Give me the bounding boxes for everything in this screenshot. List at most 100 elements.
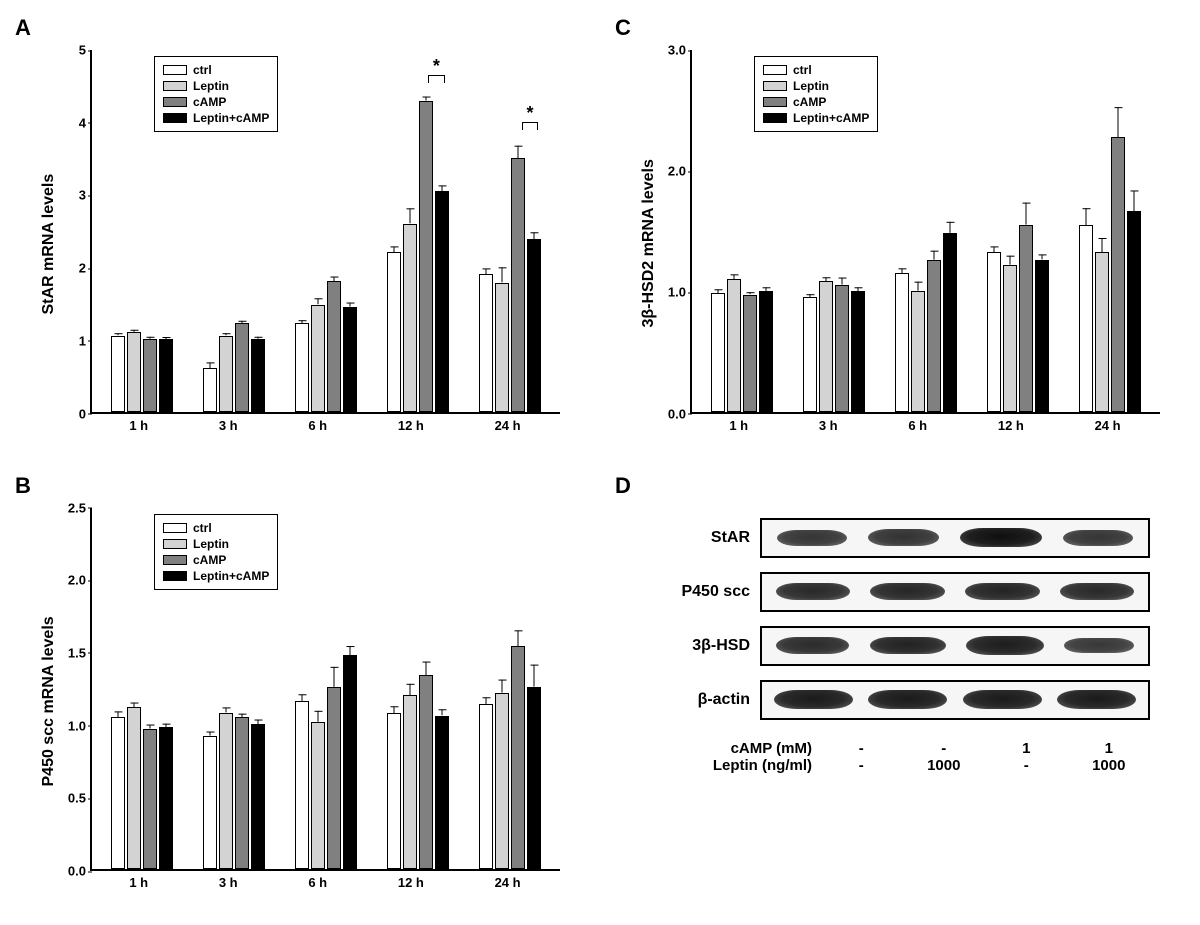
x-tick-label: 6 h [308, 418, 327, 438]
bar [127, 707, 141, 869]
error-bar [1134, 191, 1135, 212]
error-bar [118, 712, 119, 718]
error-bar [918, 282, 919, 291]
legend-item: cAMP [763, 95, 869, 109]
blot-row: 3β-HSD [660, 626, 1150, 666]
error-bar [1026, 202, 1027, 224]
bar [143, 339, 157, 411]
bar [1079, 225, 1093, 412]
error-bar [442, 185, 443, 191]
y-tick: 3 [79, 188, 86, 203]
error-bar [134, 703, 135, 707]
y-axis-label: P450 scc mRNA levels [40, 508, 58, 896]
error-bar [118, 333, 119, 336]
y-tick: 1 [79, 333, 86, 348]
error-bar [1086, 208, 1087, 225]
x-axis: 1 h3 h6 h12 h24 h [90, 871, 560, 895]
error-bar [318, 710, 319, 721]
bar [235, 323, 249, 411]
blot-band [870, 583, 945, 600]
bar [235, 717, 249, 869]
bar [927, 260, 941, 412]
error-bar [226, 707, 227, 713]
error-bar [934, 250, 935, 259]
blot-band [1063, 530, 1133, 546]
legend-label: ctrl [193, 63, 212, 77]
condition-row: Leptin (ng/ml)-1000-1000 [660, 757, 1150, 774]
y-tick: 0.5 [68, 791, 86, 806]
panel-label-c: C [615, 15, 631, 41]
legend-label: Leptin [793, 79, 829, 93]
error-bar [426, 96, 427, 100]
condition-value: - [914, 740, 974, 757]
plot-area: ctrl Leptin cAMP Leptin+cAMP [690, 50, 1160, 414]
bar-group [387, 50, 449, 412]
bar [1019, 225, 1033, 412]
condition-value: 1 [1079, 740, 1139, 757]
error-bar [350, 302, 351, 306]
bar [1127, 211, 1141, 411]
bar [343, 655, 357, 869]
blot-label: 3β-HSD [660, 637, 750, 655]
x-tick-label: 3 h [219, 875, 238, 895]
bar [1035, 260, 1049, 412]
y-axis: 0.00.51.01.52.02.5 [62, 508, 90, 872]
bar [127, 332, 141, 412]
x-tick-label: 24 h [1095, 418, 1121, 438]
bar [987, 252, 1001, 411]
plot-area: ctrlLeptincAMPLeptin+cAMP [90, 508, 560, 872]
blot-band [776, 583, 850, 600]
legend-item: ctrl [763, 63, 869, 77]
blot-box [760, 572, 1150, 612]
y-tick: 2.5 [68, 500, 86, 515]
bar [295, 323, 309, 411]
error-bar [150, 724, 151, 728]
bar [943, 233, 957, 411]
error-bar [518, 631, 519, 647]
legend-swatch [163, 65, 187, 75]
legend-label: Leptin+cAMP [793, 111, 869, 125]
error-bar [1102, 238, 1103, 252]
legend-label: ctrl [193, 521, 212, 535]
error-bar [718, 290, 719, 294]
legend-swatch [763, 113, 787, 123]
legend-label: cAMP [193, 553, 226, 567]
bar [111, 336, 125, 412]
condition-value: - [831, 757, 891, 774]
error-bar [486, 697, 487, 704]
bar [495, 693, 509, 869]
legend-item: Leptin [763, 79, 869, 93]
bar-group [1079, 50, 1141, 412]
panel-d: D StARP450 scc3β-HSDβ-actincAMP (mM)--11… [620, 478, 1180, 906]
y-tick: 3.0 [668, 43, 686, 58]
blot-box [760, 518, 1150, 558]
error-bar [210, 363, 211, 369]
legend-item: ctrl [163, 521, 269, 535]
bar [479, 704, 493, 869]
legend-item: cAMP [163, 553, 269, 567]
blot-band [1057, 690, 1136, 709]
bar-group [479, 508, 541, 870]
error-bar [502, 267, 503, 283]
blot-band [1064, 638, 1133, 654]
bar [511, 646, 525, 869]
bar [743, 295, 757, 412]
blot-band [870, 637, 946, 655]
error-bar [242, 714, 243, 717]
bar [387, 252, 401, 411]
y-tick: 4 [79, 115, 86, 130]
bar [203, 368, 217, 411]
error-bar [1118, 107, 1119, 137]
bar [159, 727, 173, 869]
legend-swatch [763, 65, 787, 75]
condition-value: - [831, 740, 891, 757]
error-bar [902, 268, 903, 273]
x-tick-label: 1 h [129, 875, 148, 895]
blot-band [963, 690, 1042, 709]
bar-group [987, 50, 1049, 412]
y-tick: 0 [79, 406, 86, 421]
bar [1095, 252, 1109, 411]
bar [111, 717, 125, 869]
error-bar [442, 709, 443, 716]
bar [895, 273, 909, 412]
